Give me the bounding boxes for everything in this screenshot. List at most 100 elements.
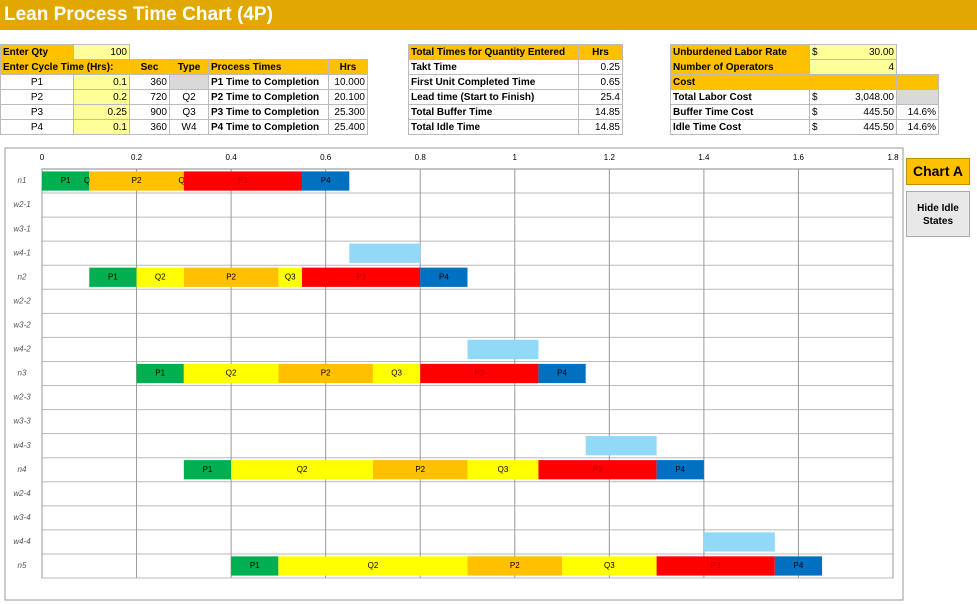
bar: [183, 460, 232, 480]
cycle-time[interactable]: 0.1: [73, 119, 130, 135]
process-label: P2 Time to Completion: [208, 89, 329, 105]
col-head: Process Times: [208, 59, 329, 75]
label: Cost: [670, 74, 810, 90]
amount: 445.50: [863, 106, 894, 118]
row-label: w2-4: [13, 489, 31, 498]
seconds: 720: [129, 89, 170, 105]
bar-label: P4: [794, 561, 804, 570]
col-head: Hrs: [578, 44, 623, 60]
bar-label: P3: [238, 176, 248, 185]
bar-label: P4: [675, 465, 685, 474]
rate[interactable]: 30.00: [868, 46, 894, 58]
x-tick-label: 0: [40, 153, 45, 162]
bar: [467, 556, 563, 576]
value: $445.50: [809, 104, 897, 120]
bar-label: Q3: [391, 369, 402, 378]
value: 14.85: [578, 119, 623, 135]
bar-label: P3: [356, 272, 366, 281]
cycle-time[interactable]: 0.2: [73, 89, 130, 105]
row: Lead time (Start to Finish) 25.4: [408, 89, 623, 105]
row-label: w3-4: [13, 513, 31, 522]
input-table: Enter Qty 100 Enter Cycle Time (Hrs): Sec…: [0, 44, 368, 135]
bar-label: P2: [510, 561, 520, 570]
x-tick-label: 0.8: [415, 153, 427, 162]
bar: [703, 532, 775, 552]
row: Total Idle Time 14.85: [408, 119, 623, 135]
times-table: Total Times for Quantity Entered Hrs Takt…: [408, 44, 623, 135]
row-label: w3-1: [13, 224, 30, 233]
row-label: n5: [18, 561, 27, 570]
row-label: w4-3: [13, 441, 31, 450]
bar-label: P2: [132, 176, 142, 185]
bar-label: Q2: [368, 561, 379, 570]
bar: [656, 460, 704, 480]
label: Total Labor Cost: [670, 89, 810, 105]
process-label: P3 Time to Completion: [208, 104, 329, 120]
hours: 25.300: [328, 104, 368, 120]
label: Enter Qty: [0, 44, 74, 60]
operators[interactable]: 4: [809, 59, 897, 75]
bar: [42, 171, 90, 191]
col-head: Type: [169, 59, 209, 75]
label: Takt Time: [408, 59, 579, 75]
sheet-title: Lean Process Time Chart (4P): [0, 0, 977, 30]
value: $445.50: [809, 119, 897, 135]
bar-label: Q3: [604, 561, 615, 570]
row: Total Buffer Time 14.85: [408, 104, 623, 120]
seconds: 360: [129, 119, 170, 135]
row-label: n2: [18, 272, 27, 281]
bar: [183, 363, 279, 384]
bar-label: Q3: [285, 272, 296, 281]
bar-label: P4: [439, 272, 449, 281]
seconds: 360: [129, 74, 170, 90]
bar: [183, 171, 303, 191]
value: 25.4: [578, 89, 623, 105]
row-label: w3-2: [13, 320, 31, 329]
x-tick-label: 1: [513, 153, 518, 162]
hide-idle-button[interactable]: Hide Idle States: [906, 191, 970, 237]
cycle-time[interactable]: 0.25: [73, 104, 130, 120]
value: 0.65: [578, 74, 623, 90]
bar: [231, 460, 373, 480]
row: Buffer Time Cost $445.50 14.6%: [670, 104, 939, 120]
chart-button[interactable]: Chart A: [906, 158, 970, 185]
bar: [349, 243, 421, 263]
bar: [538, 363, 586, 384]
bar: [136, 363, 184, 384]
hours: 25.400: [328, 119, 368, 135]
row: Total Labor Cost $3,048.00: [670, 89, 939, 105]
bar-label: P1: [108, 272, 118, 281]
cycle-time[interactable]: 0.1: [73, 74, 130, 90]
bar-label: P1: [250, 561, 260, 570]
type: Q2: [169, 89, 209, 105]
bar-label: P2: [415, 465, 425, 474]
unit: $: [812, 121, 818, 133]
bar-label: Q2: [226, 369, 237, 378]
label: Total Buffer Time: [408, 104, 579, 120]
row-label: w2-2: [13, 296, 31, 305]
qty[interactable]: 100: [73, 44, 130, 60]
value: $3,048.00: [809, 89, 897, 105]
x-tick-label: 0.4: [226, 153, 238, 162]
x-tick-label: 1.6: [793, 153, 805, 162]
row-label: w4-4: [13, 537, 31, 546]
bar: [278, 556, 468, 576]
x-tick-label: 1.8: [887, 153, 899, 162]
bar-label: P3: [711, 561, 721, 570]
unit: $: [812, 106, 818, 118]
bar: [420, 363, 539, 384]
label: Unburdened Labor Rate: [670, 44, 810, 60]
bar-label: Q2: [155, 272, 166, 281]
row: Idle Time Cost $445.50 14.6%: [670, 119, 939, 135]
seconds: 900: [129, 104, 170, 120]
amount: 445.50: [863, 121, 894, 133]
bar-label: Q3: [498, 465, 509, 474]
bar: [183, 267, 279, 287]
row-label: w3-3: [13, 417, 31, 426]
process-name: P4: [0, 119, 74, 135]
unit: $: [812, 46, 818, 58]
label: Idle Time Cost: [670, 119, 810, 135]
bar: [278, 267, 303, 287]
x-tick-label: 1.4: [698, 153, 710, 162]
col-head: Hrs: [328, 59, 368, 75]
